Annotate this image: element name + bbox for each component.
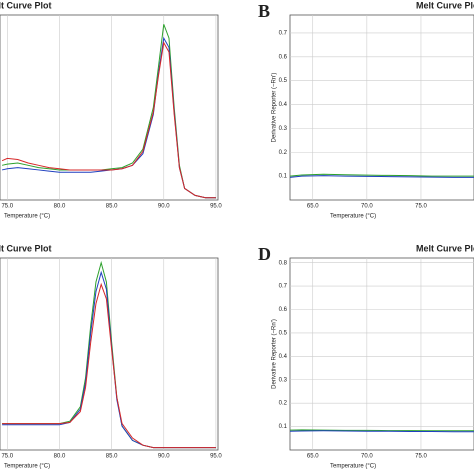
y-tick-label: 0.8 (279, 260, 288, 266)
x-axis-label: Temperature (°C) (4, 214, 50, 220)
y-tick-label: 0.4 (279, 354, 288, 360)
chart-title: Melt Curve Plot (0, 0, 52, 10)
x-tick-label: 80.0 (54, 454, 66, 460)
y-tick-label: 0.5 (279, 331, 288, 337)
x-tick-label: 75.0 (1, 454, 13, 460)
series-line (289, 175, 474, 178)
y-tick-label: 0.5 (279, 78, 288, 84)
x-tick-label: 85.0 (106, 454, 118, 460)
x-tick-label: 70.0 (361, 204, 373, 210)
x-tick-label: 75.0 (415, 454, 427, 460)
x-tick-label: 75.0 (415, 204, 427, 210)
y-tick-label: 0.1 (279, 424, 288, 430)
x-tick-label: 65.0 (307, 454, 319, 460)
x-tick-label: 70.0 (361, 454, 373, 460)
y-axis-label: Derivative Reporter (−Rn') (272, 319, 278, 389)
y-tick-label: 0.4 (279, 102, 288, 108)
x-tick-label: 95.0 (210, 454, 222, 460)
x-axis-label: Temperature (°C) (4, 464, 50, 470)
plot-area (0, 14, 219, 201)
x-tick-label: 90.0 (158, 204, 170, 210)
y-axis-label: Derivative Reporter (−Rn') (272, 73, 278, 143)
series-line (289, 173, 474, 177)
plot-area (0, 257, 219, 451)
y-tick-label: 0.6 (279, 307, 288, 313)
x-tick-label: 80.0 (54, 204, 66, 210)
series-line (2, 282, 216, 449)
x-tick-label: 75.0 (1, 204, 13, 210)
x-tick-label: 85.0 (106, 204, 118, 210)
series-line (289, 429, 474, 432)
chart-title: Melt Curve Plot (416, 243, 474, 253)
chart-title: Melt Curve Plot (416, 0, 474, 10)
y-tick-label: 0.1 (279, 174, 288, 180)
x-axis-label: Temperature (°C) (330, 214, 376, 220)
y-tick-label: 0.3 (279, 377, 288, 383)
y-tick-label: 0.7 (279, 284, 288, 290)
x-tick-label: 90.0 (158, 454, 170, 460)
panel-label: D (258, 244, 271, 264)
y-tick-label: 0.7 (279, 30, 288, 36)
y-tick-label: 0.6 (279, 54, 288, 60)
x-tick-label: 65.0 (307, 204, 319, 210)
y-tick-label: 0.2 (279, 401, 288, 407)
series-line (1, 41, 216, 199)
series-line (289, 430, 474, 433)
x-tick-label: 95.0 (210, 204, 222, 210)
y-tick-label: 0.3 (279, 126, 288, 132)
x-axis-label: Temperature (°C) (330, 464, 376, 470)
y-tick-label: 0.2 (279, 150, 288, 156)
plot-area (289, 14, 474, 201)
plot-area (289, 257, 474, 451)
chart-title: Melt Curve Plot (0, 243, 52, 253)
panel-label: B (258, 1, 270, 21)
